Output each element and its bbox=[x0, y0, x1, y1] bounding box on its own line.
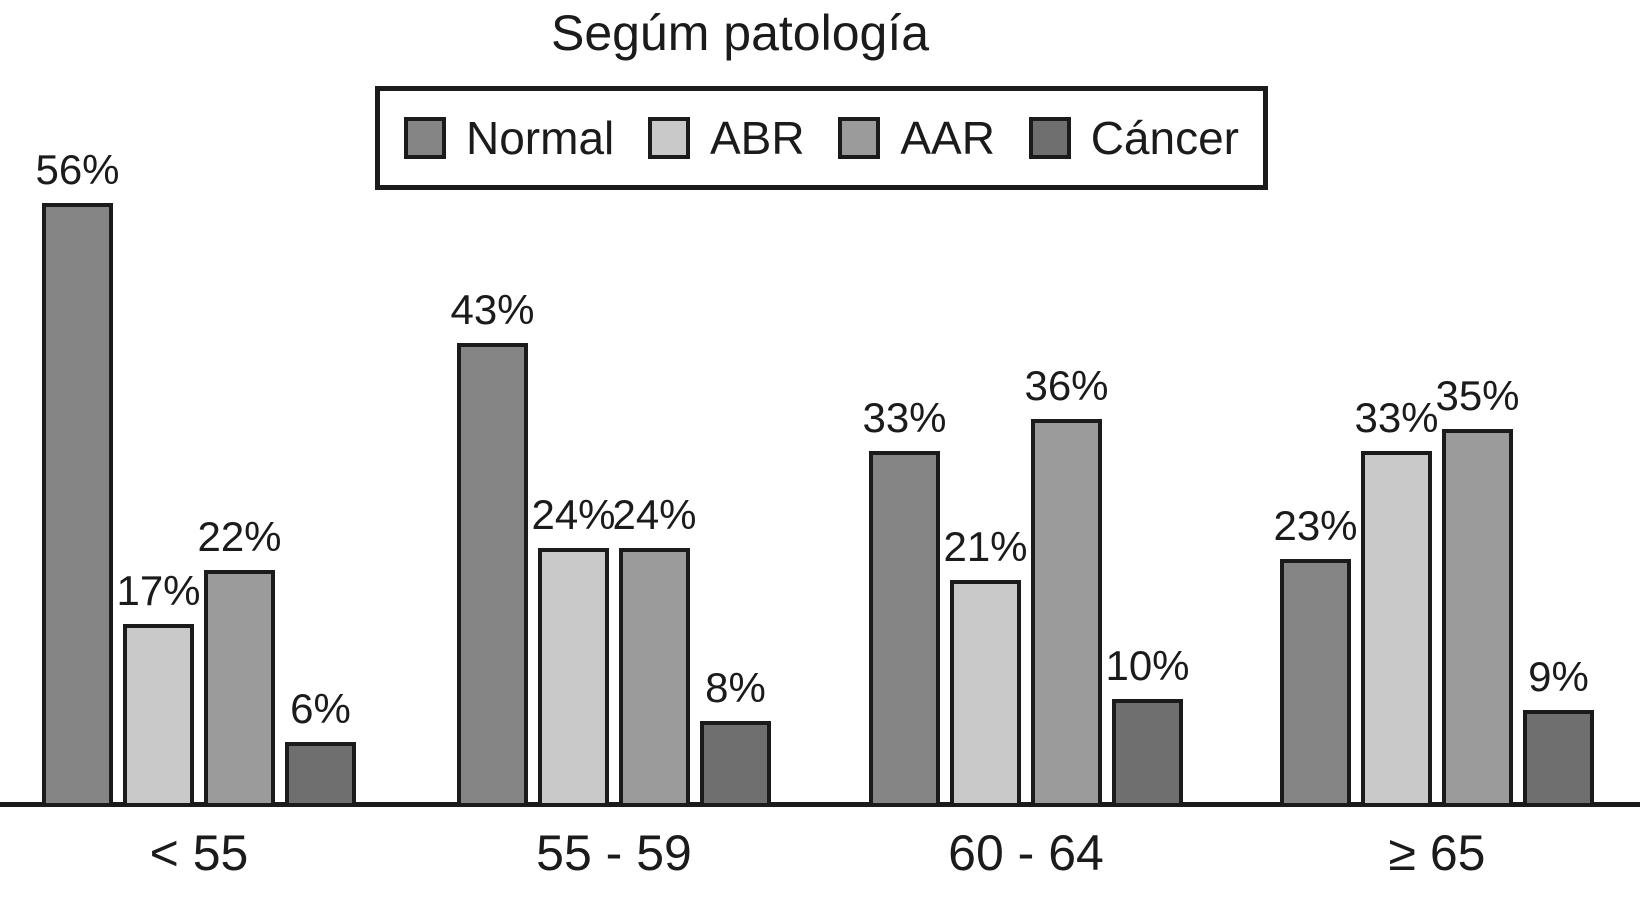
bar-value-label: 23% bbox=[1273, 502, 1358, 549]
bar bbox=[619, 548, 690, 807]
bar-value-label: 33% bbox=[1354, 394, 1439, 441]
x-axis-tick-label: ≥ 65 bbox=[1388, 825, 1486, 881]
bar bbox=[42, 203, 113, 807]
bar bbox=[1442, 429, 1513, 807]
bar-value-label: 6% bbox=[290, 685, 351, 732]
bar-value-label: 43% bbox=[450, 286, 535, 333]
bar-value-label: 36% bbox=[1024, 362, 1109, 409]
bar-value-label: 22% bbox=[197, 513, 282, 560]
x-axis-tick-label: < 55 bbox=[149, 825, 249, 881]
legend-swatch-icon bbox=[404, 117, 446, 159]
bar bbox=[869, 451, 940, 807]
bar bbox=[1280, 559, 1351, 807]
bar-value-label: 10% bbox=[1105, 642, 1190, 689]
bar bbox=[285, 742, 356, 807]
bar bbox=[538, 548, 609, 807]
legend-item: Cáncer bbox=[1028, 111, 1239, 165]
bar bbox=[123, 624, 194, 807]
legend-swatch-icon bbox=[838, 117, 881, 159]
bar-value-label: 24% bbox=[531, 491, 616, 538]
bar bbox=[1031, 419, 1102, 807]
legend-label: ABR bbox=[710, 112, 805, 164]
chart-title: Segúm patología bbox=[550, 5, 930, 61]
bar bbox=[1112, 699, 1183, 807]
bar bbox=[204, 570, 275, 807]
legend-swatch-icon bbox=[1028, 117, 1071, 159]
legend-label: Cáncer bbox=[1090, 112, 1239, 164]
legend-label: AAR bbox=[900, 112, 995, 164]
legend-item: Normal bbox=[404, 111, 614, 165]
legend-box: Normal ABR AAR Cáncer bbox=[375, 86, 1268, 190]
bar bbox=[1361, 451, 1432, 807]
bar-value-label: 8% bbox=[705, 664, 766, 711]
bar-value-label: 56% bbox=[35, 146, 120, 193]
bar bbox=[457, 343, 528, 807]
bar-value-label: 21% bbox=[943, 523, 1028, 570]
bar-value-label: 17% bbox=[116, 567, 201, 614]
legend-label: Normal bbox=[466, 112, 615, 164]
bar-value-label: 33% bbox=[862, 394, 947, 441]
bar bbox=[700, 721, 771, 807]
x-axis-tick-label: 60 - 64 bbox=[948, 825, 1104, 881]
bar bbox=[950, 580, 1021, 807]
legend-item: ABR bbox=[648, 111, 805, 165]
legend-swatch-icon bbox=[648, 117, 690, 159]
bar-value-label: 24% bbox=[612, 491, 697, 538]
bar-value-label: 35% bbox=[1435, 372, 1520, 419]
x-axis-tick-label: 55 - 59 bbox=[536, 825, 692, 881]
legend-item: AAR bbox=[838, 111, 995, 165]
x-axis-line bbox=[0, 802, 1640, 807]
bar bbox=[1523, 710, 1594, 807]
bar-value-label: 9% bbox=[1528, 653, 1589, 700]
